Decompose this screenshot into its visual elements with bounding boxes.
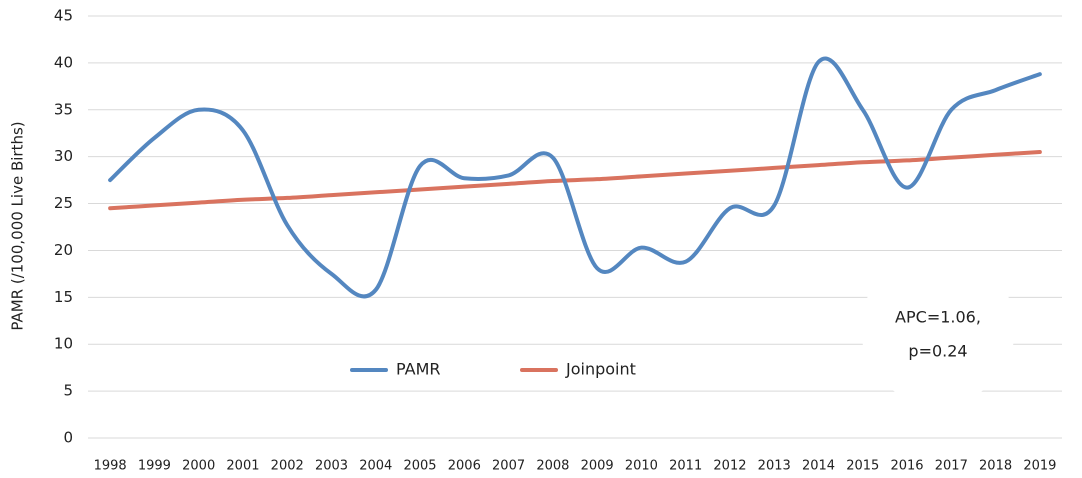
x-tick-label: 2017 (935, 459, 968, 474)
x-tick-label: 2018 (979, 459, 1012, 474)
legend-label: Joinpoint (565, 360, 636, 379)
x-tick-label: 2001 (226, 459, 259, 474)
y-tick-label: 30 (54, 147, 73, 165)
x-tick-label: 2016 (890, 459, 923, 474)
x-tick-label: 2006 (448, 459, 481, 474)
x-tick-label: 2011 (669, 459, 702, 474)
x-tick-label: 2000 (182, 459, 215, 474)
x-tick-label: 2015 (846, 459, 879, 474)
x-tick-label: 2004 (359, 459, 392, 474)
x-tick-label: 2007 (492, 459, 525, 474)
series-line (108, 56, 1042, 299)
y-tick-label: 15 (54, 288, 73, 306)
x-tick-label: 2010 (625, 459, 658, 474)
y-tick-label: 45 (54, 7, 73, 25)
x-tick-label: 2005 (403, 459, 436, 474)
x-tick-label: 2019 (1023, 459, 1056, 474)
y-tick-label: 5 (63, 382, 73, 400)
y-tick-label: 10 (54, 335, 73, 353)
annotation-text: p=0.24 (908, 342, 967, 361)
x-tick-label: 2002 (271, 459, 304, 474)
x-tick-label: 2014 (802, 459, 835, 474)
y-tick-label: 40 (54, 53, 73, 71)
annotation-bubble (861, 251, 1015, 405)
y-tick-label: 25 (54, 194, 73, 212)
x-tick-label: 2012 (713, 459, 746, 474)
y-tick-label: 35 (54, 100, 73, 118)
x-tick-label: 1999 (138, 459, 171, 474)
x-tick-label: 2003 (315, 459, 348, 474)
y-tick-label: 0 (63, 429, 73, 447)
y-axis-label: PAMR (/100,000 Live Births) (9, 121, 27, 330)
x-tick-label: 2008 (536, 459, 569, 474)
series-line (108, 149, 1042, 211)
x-tick-label: 1998 (94, 459, 127, 474)
legend-label: PAMR (396, 360, 441, 379)
y-tick-label: 20 (54, 241, 73, 259)
annotation-text: APC=1.06, (895, 308, 981, 327)
x-tick-label: 2009 (581, 459, 614, 474)
x-tick-label: 2013 (758, 459, 791, 474)
